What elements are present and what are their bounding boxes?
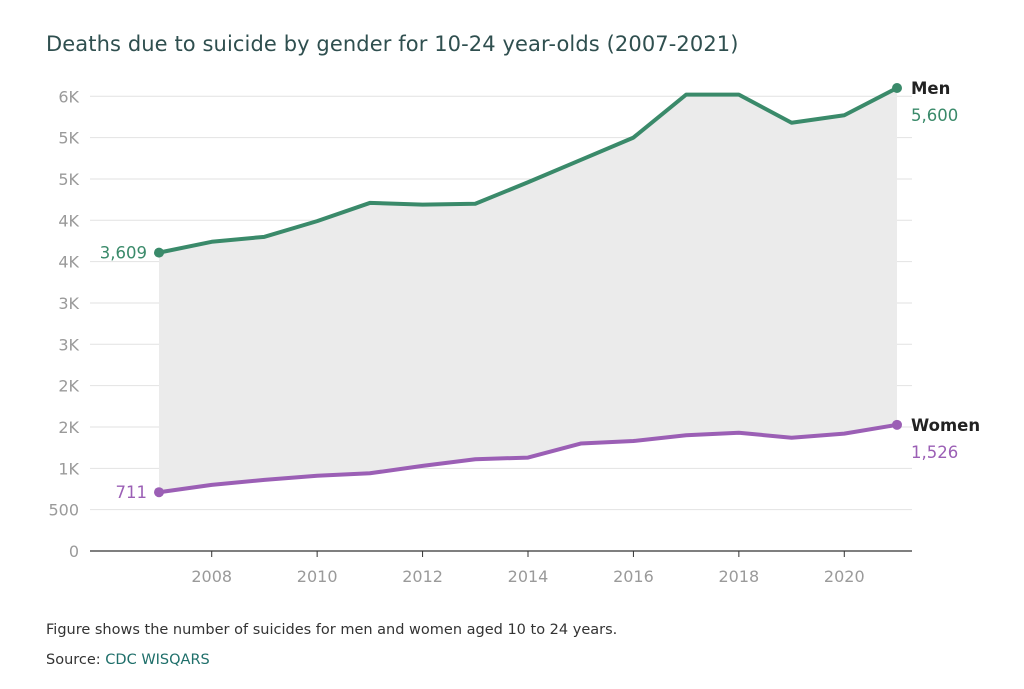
x-tick-label: 2018 [718,567,759,586]
series-point-end-men [892,83,902,93]
x-tick-label: 2016 [613,567,654,586]
series-name-label-men: Men [911,79,950,98]
y-tick-label: 0 [69,542,79,561]
y-tick-label: 4K [58,211,79,230]
chart-title: Deaths due to suicide by gender for 10-2… [46,32,739,56]
y-tick-label: 500 [48,501,79,520]
series-name-label-women: Women [911,416,980,435]
y-tick-label: 6K [58,87,79,106]
chart-note: Figure shows the number of suicides for … [46,622,618,638]
series-point-start-women [154,487,164,498]
series-point-start-men [154,247,164,258]
x-tick-label: 2020 [824,567,865,586]
start-value-label-men: 3,609 [100,244,147,263]
source-label: Source: [46,652,106,668]
y-tick-label: 1K [58,459,79,478]
chart-source: Source: CDC WISQARS [46,652,210,668]
x-tick-label: 2008 [191,567,232,586]
series-point-end-women [892,419,902,430]
y-tick-label: 2K [58,418,79,437]
end-value-label-women: 1,526 [911,443,958,462]
area-between-series [159,88,897,493]
y-tick-label: 5K [58,129,79,148]
line-chart: 0 500 1K 2K 2K 3K 3K 4K 4K 5K 5K 6K 2008 2010 2012 2014… [48,79,980,586]
series-line-women [157,422,899,495]
x-tick-label: 2010 [297,567,338,586]
end-value-label-men: 5,600 [911,106,958,125]
y-tick-label: 5K [58,170,79,189]
y-tick-label: 3K [58,294,79,313]
x-tick-label: 2014 [508,567,549,586]
series-line-men [157,86,899,255]
start-value-label-women: 711 [116,483,148,502]
y-tick-label: 2K [58,377,79,396]
y-tick-label: 3K [58,335,79,354]
source-link[interactable]: CDC WISQARS [105,652,210,668]
x-tick-label: 2012 [402,567,443,586]
y-tick-label: 4K [58,253,79,272]
